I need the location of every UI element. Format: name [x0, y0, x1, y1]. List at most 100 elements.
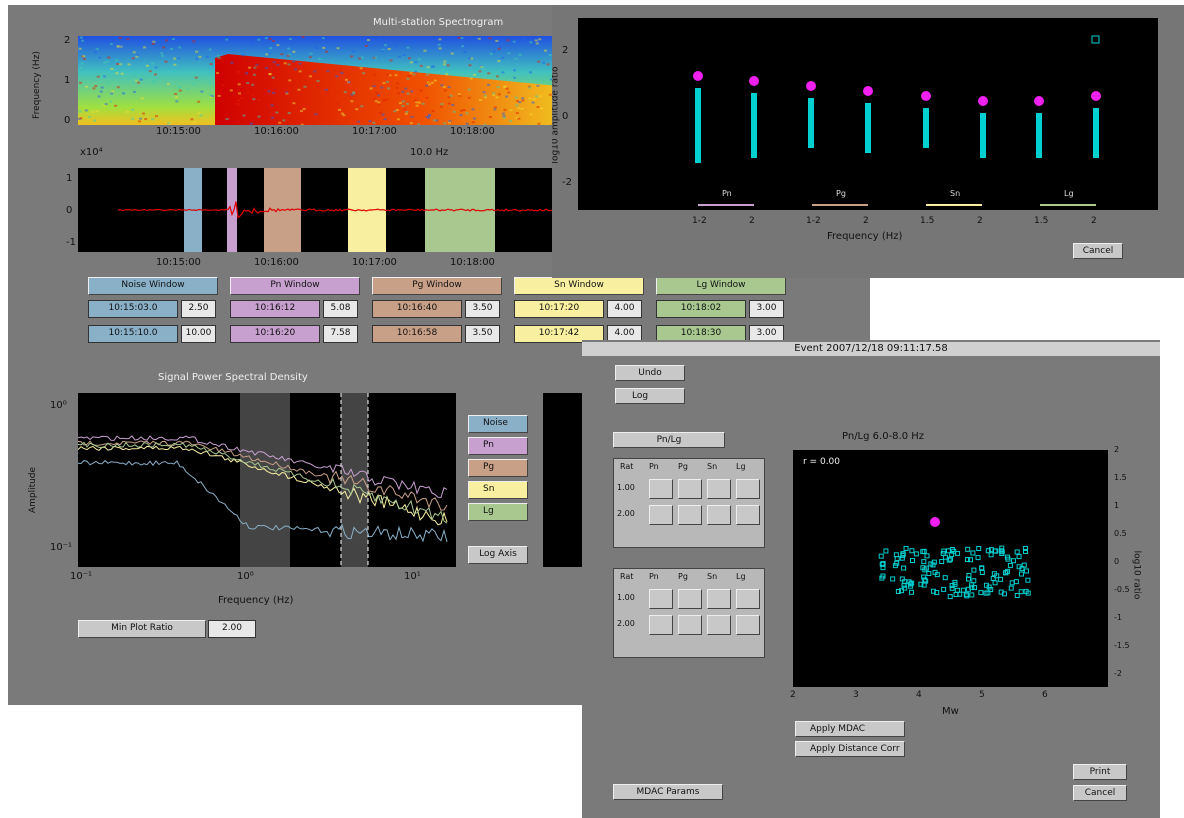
apply-distance-checkbox[interactable]: Apply Distance Corr — [795, 741, 905, 757]
speckle — [440, 106, 443, 108]
grid-cell[interactable] — [649, 479, 673, 499]
mdac-params-button[interactable]: MDAC Params — [613, 784, 723, 800]
window-start[interactable]: 10:16:20 — [230, 325, 320, 343]
speckle — [413, 73, 416, 75]
grid-cell[interactable] — [707, 479, 731, 499]
grid-cell[interactable] — [736, 589, 760, 609]
window-duration[interactable]: 3.00 — [749, 300, 784, 318]
grid-cell[interactable] — [649, 615, 673, 635]
ratio-marker — [863, 86, 873, 96]
grid-cell[interactable] — [736, 505, 760, 525]
speckle — [499, 41, 502, 43]
grid-cell[interactable] — [707, 505, 731, 525]
speckle — [540, 107, 543, 109]
speckle — [265, 53, 268, 55]
legend-entry[interactable]: Sn — [468, 481, 528, 499]
window-start[interactable]: 10:16:58 — [372, 325, 462, 343]
scatter-point — [972, 568, 976, 572]
legend-entry[interactable]: Pn — [468, 437, 528, 455]
speckle — [428, 115, 431, 117]
window-button[interactable]: Noise Window — [88, 277, 218, 295]
speckle — [368, 120, 371, 122]
min-ratio-field[interactable]: 2.00 — [208, 620, 256, 638]
speckle — [487, 84, 490, 86]
grid-cell[interactable] — [649, 589, 673, 609]
window-start[interactable]: 10:17:20 — [514, 300, 604, 318]
speckle — [304, 86, 307, 88]
speckle — [265, 37, 268, 39]
grid-cell[interactable] — [678, 615, 702, 635]
scatter-point — [1011, 559, 1015, 563]
window-start[interactable]: 10:15:03.0 — [88, 300, 178, 318]
legend-entry[interactable]: Lg — [468, 503, 528, 521]
print-button[interactable]: Print — [1073, 764, 1127, 780]
min-ratio-button[interactable]: Min Plot Ratio — [78, 620, 206, 638]
speckle — [325, 89, 328, 91]
log-axis-button[interactable]: Log Axis — [468, 546, 528, 564]
speckle — [174, 93, 177, 95]
grid-cell[interactable] — [678, 505, 702, 525]
grid-cell[interactable] — [678, 589, 702, 609]
grid-cell[interactable] — [736, 479, 760, 499]
window-duration[interactable]: 10.00 — [181, 325, 216, 343]
speckle — [197, 101, 200, 103]
window-duration[interactable]: 4.00 — [607, 300, 642, 318]
grid-cell[interactable] — [707, 615, 731, 635]
speckle — [309, 56, 312, 58]
window-start[interactable]: 10:16:12 — [230, 300, 320, 318]
speckle — [537, 123, 540, 125]
speckle — [94, 51, 97, 53]
window-duration[interactable]: 2.50 — [181, 300, 216, 318]
grid-row-label: 1.00 — [617, 593, 635, 602]
speckle — [387, 87, 390, 89]
log-checkbox[interactable]: Log — [615, 388, 685, 404]
speckle — [459, 114, 462, 116]
speckle — [445, 73, 448, 75]
undo-button[interactable]: Undo — [615, 365, 685, 381]
speckle — [92, 87, 95, 89]
speckle — [427, 81, 430, 83]
y-tick-label: 0 — [64, 115, 70, 126]
grid-cell[interactable] — [678, 479, 702, 499]
y-tick-label: 1.5 — [1114, 473, 1127, 482]
speckle — [314, 113, 317, 115]
phase-select[interactable]: Pn/Lg — [613, 432, 725, 448]
window-button[interactable]: Lg Window — [656, 277, 786, 295]
speckle — [535, 95, 538, 97]
window-duration[interactable]: 3.50 — [465, 325, 500, 343]
window-button[interactable]: Pg Window — [372, 277, 502, 295]
window-button[interactable]: Sn Window — [514, 277, 644, 295]
cancel-button[interactable]: Cancel — [1073, 785, 1127, 801]
grid-cell[interactable] — [649, 505, 673, 525]
speckle — [498, 93, 501, 95]
speckle — [403, 54, 406, 56]
window-start[interactable]: 10:15:10.0 — [88, 325, 178, 343]
speckle — [451, 53, 454, 55]
speckle — [438, 44, 441, 46]
y-axis-label: log10 amplitude ratio — [552, 66, 561, 163]
grid-cell[interactable] — [707, 589, 731, 609]
apply-mdac-checkbox[interactable]: Apply MDAC — [795, 721, 905, 737]
x-tick-label: 10⁻¹ — [70, 571, 92, 582]
ratio-marker — [749, 76, 759, 86]
speckle — [292, 102, 295, 104]
window-button[interactable]: Pn Window — [230, 277, 360, 295]
legend-entry[interactable]: Noise — [468, 415, 528, 433]
speckle — [344, 91, 347, 93]
speckle — [515, 97, 518, 99]
speckle — [226, 118, 229, 120]
grid-cell[interactable] — [736, 615, 760, 635]
window-duration[interactable]: 7.58 — [323, 325, 358, 343]
speckle — [374, 57, 377, 59]
legend-entry[interactable]: Pg — [468, 459, 528, 477]
window-start[interactable]: 10:16:40 — [372, 300, 462, 318]
window-duration[interactable]: 3.50 — [465, 300, 500, 318]
window-start[interactable]: 10:18:02 — [656, 300, 746, 318]
speckle — [139, 118, 142, 120]
grid-row-label: 2.00 — [617, 619, 635, 628]
cancel-button[interactable]: Cancel — [1073, 243, 1123, 259]
speckle — [238, 83, 241, 85]
speckle — [191, 72, 194, 74]
window-duration[interactable]: 5.08 — [323, 300, 358, 318]
speckle — [164, 61, 167, 63]
